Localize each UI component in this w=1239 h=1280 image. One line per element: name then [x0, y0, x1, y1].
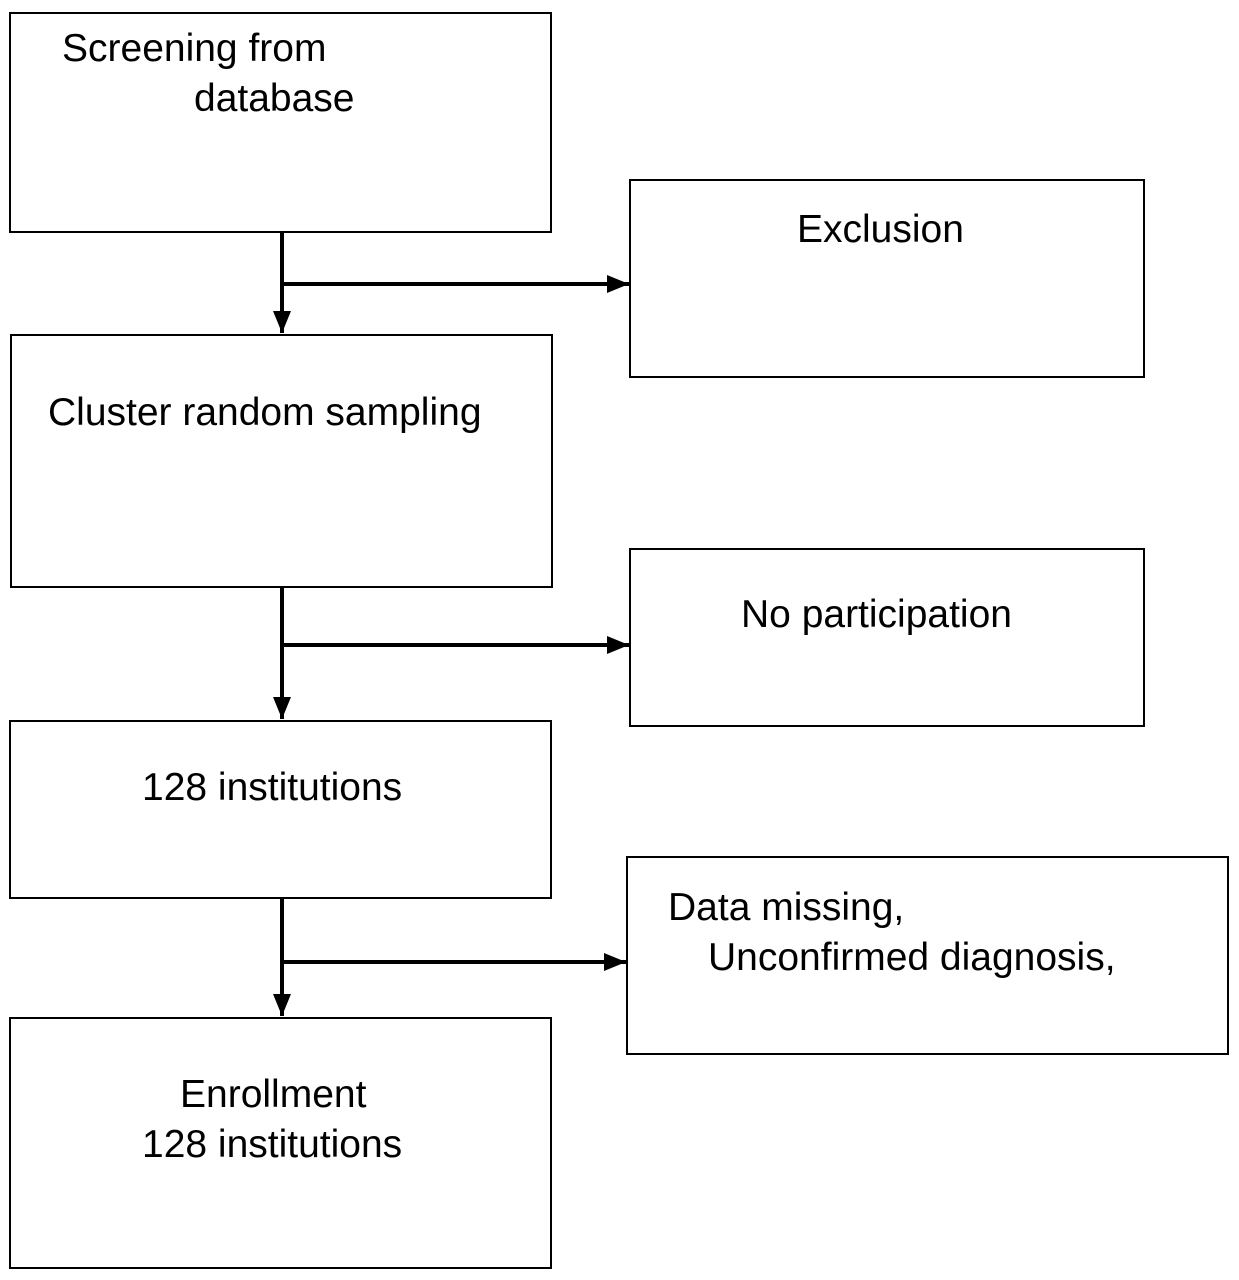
step-box-institutions: 128 institutions — [9, 720, 552, 899]
step-sampling-line-1: Cluster random sampling — [48, 391, 482, 434]
step-institutions-line-1: 128 institutions — [142, 766, 403, 809]
step-enrollment-line-1: Enrollment — [180, 1073, 367, 1116]
step-enrollment-line-2: 128 institutions — [142, 1123, 403, 1166]
side-data-missing-line-2: Unconfirmed diagnosis, — [708, 936, 1116, 979]
step-screening-line-2: database — [194, 77, 355, 120]
side-box-exclusion: Exclusion — [629, 179, 1145, 378]
step-box-enrollment: Enrollment 128 institutions — [9, 1017, 552, 1269]
side-box-no-participation: No participation — [629, 548, 1145, 727]
side-no-participation-line-1: No participation — [741, 593, 1012, 636]
step-box-cluster-sampling: Cluster random sampling — [10, 334, 553, 588]
step-box-screening: Screening from database — [9, 12, 552, 233]
side-exclusion-line-1: Exclusion — [797, 208, 964, 251]
step-screening-line-1: Screening from — [62, 27, 327, 70]
side-box-data-missing: Data missing, Unconfirmed diagnosis, — [626, 856, 1229, 1055]
side-data-missing-line-1: Data missing, — [668, 886, 905, 929]
